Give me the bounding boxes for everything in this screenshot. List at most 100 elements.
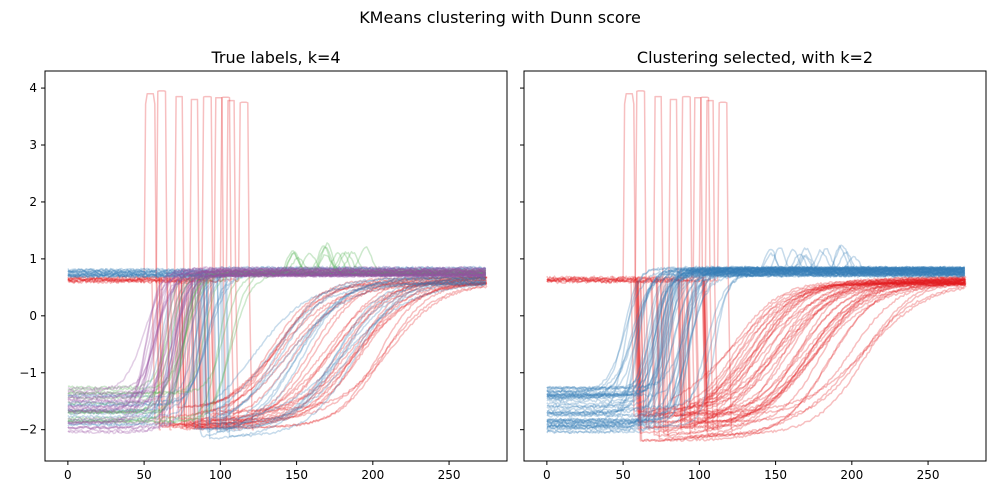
series-line-cluster-0 <box>637 276 966 442</box>
series-line-cluster-0 <box>635 278 966 424</box>
series-line-cluster-1 <box>546 265 965 413</box>
series-line-cluster-0 <box>158 276 488 419</box>
series-line-cluster-1 <box>546 265 966 399</box>
series-line-cluster-0 <box>636 278 966 414</box>
series-line-cluster-1 <box>546 269 965 398</box>
series-line-cluster-1 <box>67 274 487 416</box>
series-line-cluster-3 <box>67 269 486 414</box>
series-line-cluster-1 <box>67 273 487 423</box>
x-tick-label: 100 <box>688 468 711 482</box>
series-line-cluster-0 <box>687 280 966 425</box>
series-line-cluster-0 <box>635 278 967 418</box>
series-line-cluster-1 <box>546 270 965 414</box>
series-line-cluster-0 <box>650 278 966 438</box>
series-line-cluster-1 <box>546 272 965 402</box>
series-line-cluster-0 <box>156 279 487 428</box>
series-line-cluster-0 <box>703 280 966 402</box>
series-line-cluster-1 <box>67 266 487 408</box>
series-line-cluster-0 <box>187 278 487 424</box>
series-line-cluster-0 <box>656 277 966 432</box>
series-line-cluster-1 <box>67 272 486 398</box>
series-line-cluster-0 <box>193 277 487 430</box>
series-line-cluster-2 <box>67 252 487 406</box>
series-line-cluster-0 <box>178 276 488 431</box>
series-line-cluster-1 <box>546 247 965 424</box>
series-line-cluster-1 <box>546 248 966 428</box>
series-line-cluster-1 <box>546 252 966 397</box>
y-tick-label: 2 <box>29 195 37 209</box>
series-line-cluster-2 <box>67 256 487 392</box>
series-line-cluster-1 <box>546 266 966 399</box>
series-line-cluster-1 <box>546 266 966 394</box>
series-line-cluster-0 <box>681 275 966 426</box>
x-tick-label: 250 <box>438 468 461 482</box>
series-line-cluster-0 <box>639 279 966 419</box>
series-line-cluster-0 <box>160 274 487 427</box>
series-line-cluster-3 <box>67 269 487 393</box>
series-line-cluster-1 <box>546 251 966 399</box>
series-line-cluster-0 <box>669 281 967 411</box>
series-line-cluster-0 <box>702 277 966 394</box>
series-line-cluster-1 <box>67 272 487 428</box>
series-line-cluster-1 <box>546 273 965 423</box>
series-line-cluster-0 <box>67 101 254 431</box>
series-line-cluster-3 <box>67 272 486 435</box>
series-line-cluster-1 <box>67 270 486 413</box>
series-line-cluster-0 <box>546 93 640 431</box>
series-line-cluster-0 <box>701 279 967 408</box>
x-tick-label: 100 <box>209 468 232 482</box>
series-line-cluster-1 <box>546 269 966 391</box>
x-tick-label: 200 <box>361 468 384 482</box>
series-line-cluster-1 <box>546 272 966 429</box>
plot-area <box>546 90 967 443</box>
series-line-cluster-1 <box>546 266 966 397</box>
series-line-cluster-3 <box>67 267 486 395</box>
series-line-cluster-3 <box>67 265 486 421</box>
y-tick-label: 0 <box>29 309 37 323</box>
series-line-cluster-1 <box>67 270 486 431</box>
series-line-cluster-1 <box>67 265 487 416</box>
x-tick-label: 150 <box>764 468 787 482</box>
series-line-cluster-3 <box>67 271 487 415</box>
series-line-cluster-0 <box>678 279 966 421</box>
series-line-cluster-0 <box>670 277 966 417</box>
series-line-cluster-0 <box>682 277 966 408</box>
series-line-cluster-1 <box>67 271 486 407</box>
series-line-cluster-1 <box>67 270 487 419</box>
series-line-cluster-3 <box>67 268 486 409</box>
series-line-cluster-0 <box>210 279 487 406</box>
series-line-cluster-3 <box>67 273 487 400</box>
series-line-cluster-3 <box>67 272 487 425</box>
series-line-cluster-0 <box>546 95 668 431</box>
series-line-cluster-1 <box>546 244 966 425</box>
series-line-cluster-3 <box>67 273 486 403</box>
series-line-cluster-0 <box>636 280 966 435</box>
series-line-cluster-0 <box>630 276 966 418</box>
series-line-cluster-2 <box>67 252 487 396</box>
series-line-cluster-1 <box>546 266 966 426</box>
series-line-cluster-0 <box>703 280 967 417</box>
series-line-cluster-0 <box>203 278 487 416</box>
series-line-cluster-0 <box>634 277 966 424</box>
series-line-cluster-3 <box>67 267 487 403</box>
series-line-cluster-0 <box>546 98 683 431</box>
series-line-cluster-0 <box>546 101 733 431</box>
series-line-cluster-0 <box>664 279 966 440</box>
series-line-cluster-0 <box>704 280 967 431</box>
series-line-cluster-1 <box>67 272 486 433</box>
series-line-cluster-0 <box>210 279 487 423</box>
series-line-cluster-0 <box>196 281 487 408</box>
series-line-cluster-0 <box>175 280 488 421</box>
series-line-cluster-0 <box>694 277 965 424</box>
series-line-cluster-1 <box>546 268 965 394</box>
series-line-cluster-0 <box>702 277 967 380</box>
series-line-cluster-1 <box>546 255 965 409</box>
series-line-cluster-1 <box>546 268 966 429</box>
series-line-cluster-0 <box>180 276 487 427</box>
series-line-cluster-0 <box>67 93 161 431</box>
series-line-cluster-0 <box>660 278 967 419</box>
series-line-cluster-0 <box>546 97 707 431</box>
series-line-cluster-0 <box>67 96 236 431</box>
figure-suptitle: KMeans clustering with Dunn score <box>359 8 641 27</box>
series-line-cluster-2 <box>67 251 486 424</box>
